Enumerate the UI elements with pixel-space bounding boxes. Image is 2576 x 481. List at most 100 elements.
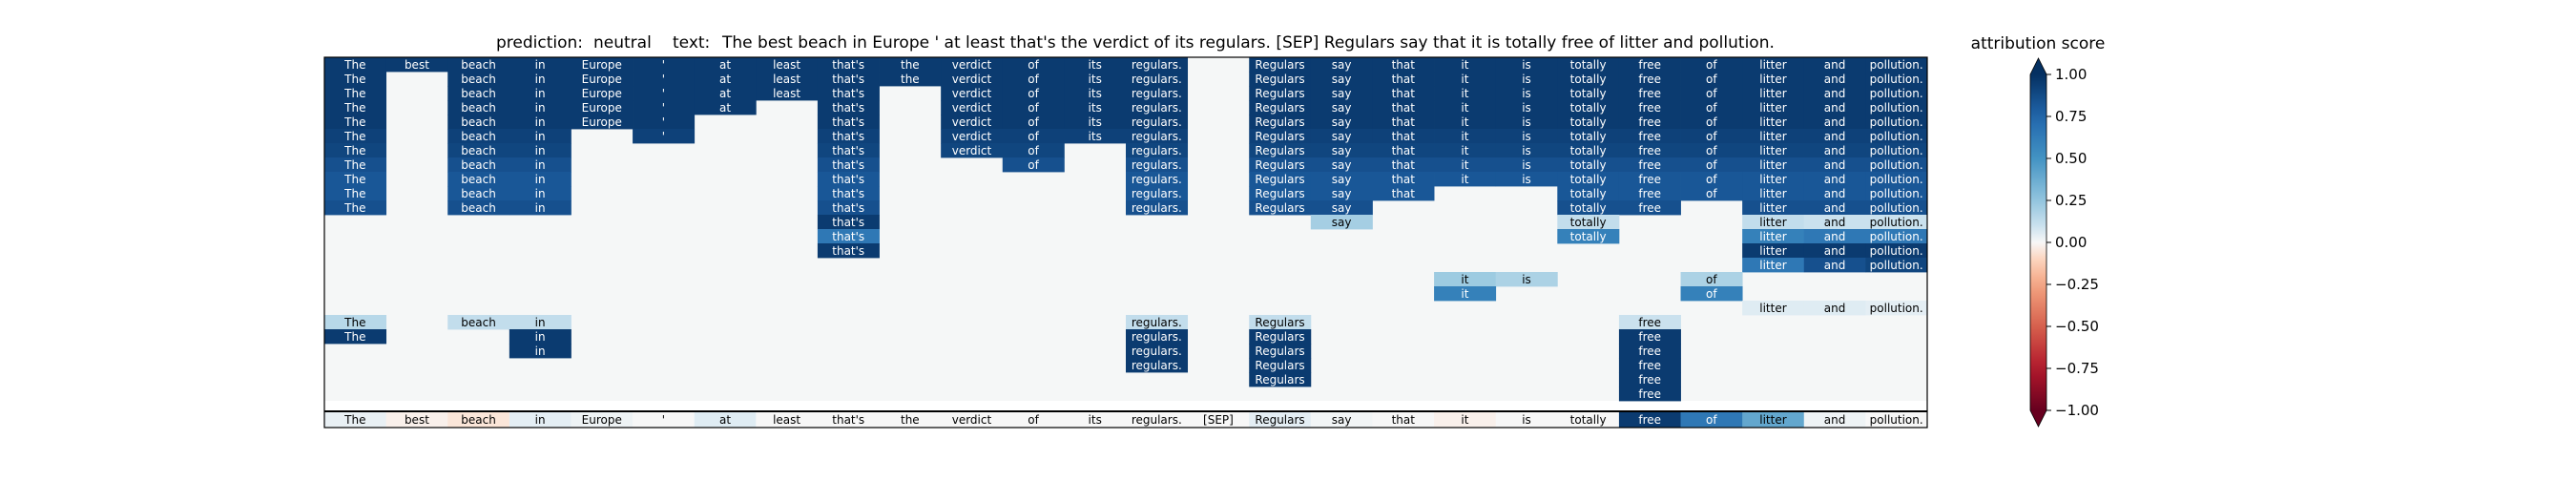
heatmap-cell <box>571 100 634 115</box>
heatmap-cell <box>817 86 880 101</box>
heatmap-cell <box>447 57 510 73</box>
heatmap-cell-label: beach <box>461 58 496 72</box>
heatmap-cell-label: Europe <box>582 101 622 115</box>
colorbar-title: attribution score <box>1971 34 2106 53</box>
heatmap-cell <box>817 57 880 73</box>
heatmap-cell-label: Regulars <box>1255 187 1304 200</box>
heatmap-cell-label: and <box>1824 244 1846 258</box>
heatmap-cell-label: litter <box>1759 244 1786 258</box>
heatmap-cell <box>1557 157 1620 173</box>
bottom-row-label: ' <box>662 413 665 427</box>
heatmap-cell-label: totally <box>1570 73 1607 86</box>
bottom-row-cell <box>1680 411 1743 428</box>
heatmap-cell-label: litter <box>1759 302 1786 315</box>
heatmap-cell <box>1680 272 1743 287</box>
heatmap-cell-label: say <box>1332 144 1352 157</box>
heatmap-cell <box>1865 86 1928 101</box>
heatmap-cell <box>941 129 1004 144</box>
heatmap-cell <box>1126 358 1189 373</box>
heatmap-cell-label: litter <box>1759 58 1786 72</box>
heatmap-cell <box>1249 329 1312 345</box>
heatmap-cell-label: totally <box>1570 173 1607 186</box>
heatmap-cell-label: Regulars <box>1255 87 1304 100</box>
heatmap-cell-label: totally <box>1570 187 1607 200</box>
heatmap-cell-label: beach <box>461 73 496 86</box>
heatmap-cell-label: regulars. <box>1132 115 1182 129</box>
heatmap-cell-label: that's <box>832 101 864 115</box>
colorbar-tick-label: −0.75 <box>2055 360 2099 377</box>
heatmap-cell <box>817 186 880 201</box>
header-text-label: text: <box>673 33 710 52</box>
heatmap-cell-label: that <box>1392 187 1416 200</box>
heatmap-cell-label: ' <box>662 130 665 143</box>
heatmap-cell-label: free <box>1638 330 1661 344</box>
heatmap-cell <box>324 315 387 330</box>
colorbar-tick-label: 0.50 <box>2055 150 2087 167</box>
heatmap-cell <box>1803 100 1866 115</box>
heatmap-cell <box>1372 143 1435 158</box>
heatmap-cell-label: is <box>1522 173 1531 186</box>
bottom-row-label: beach <box>461 413 496 427</box>
heatmap-cell <box>324 157 387 173</box>
heatmap-cell-label: it <box>1461 173 1468 186</box>
heatmap-cell-label: of <box>1706 87 1717 100</box>
heatmap-cell <box>633 86 696 101</box>
heatmap-cell <box>1495 129 1558 144</box>
heatmap-cell <box>1434 86 1497 101</box>
bottom-row-cell <box>1618 411 1681 428</box>
heatmap-cell <box>1680 186 1743 201</box>
heatmap-cell <box>1249 372 1312 387</box>
heatmap-cell <box>1803 57 1866 73</box>
heatmap-cell <box>1618 372 1681 387</box>
heatmap-cell <box>1126 200 1189 216</box>
heatmap-cell <box>1865 301 1928 316</box>
heatmap-cell <box>694 100 757 115</box>
heatmap-cell <box>1618 315 1681 330</box>
heatmap-cell-label: verdict <box>952 101 992 115</box>
heatmap-cell-label: litter <box>1759 259 1786 272</box>
heatmap-cell-label: of <box>1706 130 1717 143</box>
bottom-row-cell <box>1742 411 1805 428</box>
heatmap-cell-label: it <box>1461 73 1468 86</box>
heatmap-cell-label: ' <box>662 101 665 115</box>
heatmap-cell-label: verdict <box>952 87 992 100</box>
heatmap-cell-label: say <box>1332 130 1352 143</box>
bottom-row-label: free <box>1638 413 1661 427</box>
heatmap-cell-label: say <box>1332 173 1352 186</box>
heatmap-cell <box>1434 143 1497 158</box>
heatmap-cell <box>941 72 1004 87</box>
heatmap-cell-label: that <box>1392 73 1416 86</box>
heatmap-cell-label: Regulars <box>1255 130 1304 143</box>
heatmap-cell <box>447 72 510 87</box>
heatmap-cell <box>1865 157 1928 173</box>
heatmap-cell-label: verdict <box>952 144 992 157</box>
colorbar-tick-label: 1.00 <box>2055 66 2087 83</box>
heatmap-cell <box>817 243 880 259</box>
heatmap-cell-label: that's <box>832 230 864 243</box>
heatmap-cell <box>756 86 819 101</box>
heatmap-cell-label: in <box>535 115 546 129</box>
heatmap-cell-label: litter <box>1759 216 1786 229</box>
heatmap-cell-label: Regulars <box>1255 101 1304 115</box>
heatmap-cell <box>1372 186 1435 201</box>
heatmap-cell-label: its <box>1089 101 1102 115</box>
heatmap-cell <box>1680 72 1743 87</box>
heatmap-cell <box>1310 72 1373 87</box>
heatmap-cell <box>324 86 387 101</box>
bottom-row-label: Europe <box>582 413 622 427</box>
heatmap-cell-label: The <box>343 201 365 215</box>
heatmap-cell-label: say <box>1332 216 1352 229</box>
heatmap-cell-label: beach <box>461 187 496 200</box>
heatmap-cell-label: litter <box>1759 187 1786 200</box>
bottom-row-cell <box>447 411 510 428</box>
heatmap-cell-label: that's <box>832 216 864 229</box>
heatmap-cell <box>509 115 571 130</box>
heatmap-cell <box>1249 57 1312 73</box>
heatmap-cell <box>1249 358 1312 373</box>
bottom-row-label: and <box>1824 413 1846 427</box>
heatmap-cell-label: pollution. <box>1870 216 1923 229</box>
heatmap-cell-label: Regulars <box>1255 73 1304 86</box>
heatmap-cell <box>509 329 571 345</box>
heatmap-cell <box>1557 143 1620 158</box>
heatmap-cell-label: beach <box>461 201 496 215</box>
